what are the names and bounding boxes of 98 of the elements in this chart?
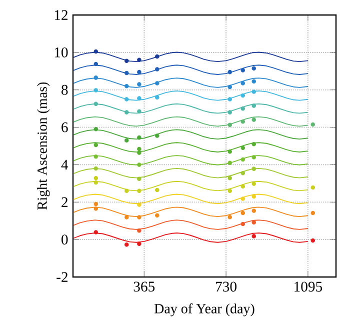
point: [137, 242, 142, 246]
point: [240, 210, 246, 216]
point: [137, 202, 142, 207]
point: [155, 95, 160, 100]
point: [137, 228, 142, 233]
point: [240, 106, 246, 111]
point: [252, 208, 256, 213]
point: [240, 184, 246, 189]
y-tick-label: 0: [62, 234, 68, 245]
point: [252, 90, 256, 94]
point: [124, 84, 129, 88]
point: [94, 230, 98, 234]
point: [137, 215, 142, 220]
point: [252, 182, 256, 186]
y-tick-label: 2: [62, 197, 68, 207]
x-tick-label: 365: [134, 282, 155, 292]
point: [124, 58, 129, 63]
point: [228, 84, 232, 90]
point: [252, 194, 256, 199]
point: [240, 222, 246, 226]
y-tick-label: 6: [62, 122, 68, 132]
point: [94, 76, 98, 80]
y-tick-label: 4: [61, 160, 68, 170]
y-tick-label: 12: [54, 10, 68, 20]
point: [137, 176, 142, 182]
point: [228, 214, 232, 220]
point: [94, 154, 98, 159]
point: [252, 66, 256, 70]
point: [240, 120, 246, 124]
point: [155, 67, 160, 72]
point: [94, 49, 98, 54]
point: [137, 82, 142, 86]
point: [155, 54, 160, 59]
point: [155, 134, 160, 138]
point: [137, 70, 142, 74]
point: [137, 135, 142, 140]
point: [228, 188, 232, 194]
point: [137, 146, 142, 152]
point: [155, 213, 160, 218]
point: [155, 81, 160, 86]
point: [94, 202, 98, 206]
point: [94, 88, 98, 92]
point: [124, 242, 129, 247]
point: [240, 170, 246, 176]
point: [228, 110, 232, 114]
point: [228, 176, 232, 180]
point: [240, 196, 246, 201]
y-axis-title: Right Ascension (mas): [37, 82, 50, 210]
point: [310, 185, 316, 190]
point: [124, 188, 129, 194]
point: [228, 122, 232, 127]
point: [94, 142, 98, 148]
line-series: [73, 155, 308, 166]
point: [124, 215, 129, 220]
point: [240, 93, 246, 98]
point: [252, 142, 256, 146]
point: [94, 62, 98, 66]
point: [310, 210, 316, 216]
point: [94, 180, 98, 185]
point: [124, 110, 129, 114]
point: [228, 149, 232, 154]
point: [240, 157, 246, 162]
point: [228, 160, 232, 165]
point: [124, 138, 129, 143]
point: [252, 166, 256, 171]
point: [310, 122, 316, 127]
point: [252, 104, 256, 108]
point: [124, 97, 129, 102]
y-tick-label: -2: [56, 272, 68, 282]
point: [240, 68, 246, 72]
point: [124, 70, 129, 76]
y-tick-label: 10: [54, 47, 68, 58]
point: [94, 166, 98, 171]
point: [240, 81, 246, 86]
point: [137, 58, 142, 62]
point: [252, 220, 256, 224]
x-tick-label: 1095: [294, 282, 322, 292]
point: [240, 146, 246, 150]
point: [228, 70, 232, 74]
point: [252, 234, 256, 238]
point: [310, 238, 316, 243]
point: [137, 162, 142, 167]
x-axis-title: Day of Year (day): [154, 303, 254, 316]
point: [252, 155, 256, 160]
point: [94, 127, 98, 132]
point: [228, 97, 232, 102]
point: [252, 118, 256, 122]
point: [94, 176, 98, 180]
point: [137, 96, 142, 100]
y-tick-label: 8: [62, 84, 68, 95]
point: [94, 102, 98, 106]
point: [137, 109, 142, 114]
point: [252, 79, 256, 84]
point: [155, 188, 160, 192]
x-tick-label: 730: [216, 282, 236, 292]
point: [94, 206, 98, 211]
point: [137, 188, 142, 194]
point: [137, 150, 142, 155]
